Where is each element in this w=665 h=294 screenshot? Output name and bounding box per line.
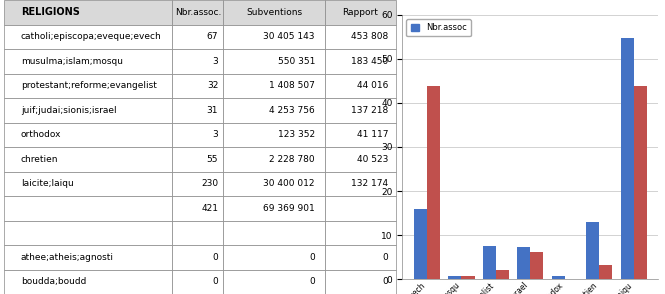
Bar — [620, 39, 634, 279]
Bar — [496, 270, 509, 279]
Bar — [462, 276, 475, 279]
Bar — [427, 86, 440, 279]
Bar — [448, 276, 462, 279]
Bar — [599, 265, 612, 279]
Bar — [565, 278, 578, 279]
Bar — [483, 246, 496, 279]
Bar — [531, 252, 543, 279]
Legend: Nbr.assoc: Nbr.assoc — [406, 19, 471, 36]
Bar — [517, 247, 531, 279]
Bar — [586, 222, 599, 279]
Bar — [414, 209, 427, 279]
Bar — [552, 276, 565, 279]
Bar — [634, 86, 646, 279]
